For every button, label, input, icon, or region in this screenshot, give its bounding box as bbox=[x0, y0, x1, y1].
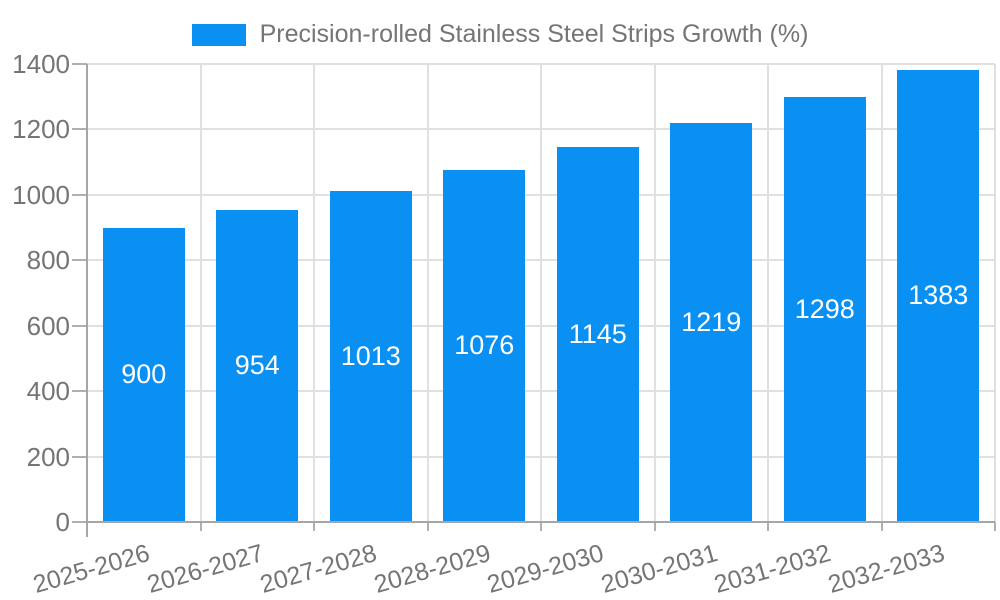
x-axis-category-label: 2029-2030 bbox=[484, 539, 607, 599]
legend-label: Precision-rolled Stainless Steel Strips … bbox=[259, 20, 809, 48]
y-tick bbox=[72, 193, 87, 196]
y-tick bbox=[72, 324, 87, 327]
bar-value-label: 1383 bbox=[908, 280, 969, 311]
x-tick bbox=[313, 522, 315, 531]
bar[interactable]: 1298 bbox=[783, 97, 866, 522]
y-axis-tick-label: 800 bbox=[26, 245, 70, 276]
y-tick bbox=[72, 521, 87, 523]
y-axis-tick-label: 400 bbox=[26, 376, 70, 407]
x-gridline bbox=[767, 64, 769, 522]
bar-value-label: 1145 bbox=[568, 319, 627, 350]
bar[interactable]: 900 bbox=[102, 227, 185, 522]
legend: Precision-rolled Stainless Steel Strips … bbox=[0, 20, 1000, 49]
x-gridline bbox=[426, 64, 429, 522]
x-tick bbox=[540, 522, 542, 531]
x-axis-category-label: 2027-2028 bbox=[257, 539, 380, 599]
x-gridline bbox=[199, 64, 202, 522]
bar-value-label: 1013 bbox=[340, 340, 401, 371]
x-axis-category-label: 2026-2027 bbox=[143, 539, 267, 599]
x-tick bbox=[767, 522, 769, 531]
legend-swatch bbox=[191, 23, 246, 46]
bar[interactable]: 1145 bbox=[556, 147, 639, 522]
bar-value-label: 1219 bbox=[681, 307, 742, 338]
plot-area: 0 200 400 600 800 1000 1200 1400 900 2025-2026 954… bbox=[12, 51, 996, 599]
y-tick bbox=[72, 63, 87, 65]
x-tick bbox=[199, 522, 202, 531]
x-gridline bbox=[880, 64, 883, 522]
x-gridline bbox=[540, 64, 542, 522]
x-gridline bbox=[313, 64, 315, 522]
x-tick bbox=[994, 522, 996, 531]
y-axis-tick-label: 1200 bbox=[12, 114, 70, 145]
y-axis-tick-label: 200 bbox=[26, 441, 70, 472]
y-tick bbox=[72, 390, 87, 393]
bar[interactable]: 1219 bbox=[670, 123, 753, 522]
bar-value-label: 1298 bbox=[794, 294, 855, 325]
x-gridline bbox=[653, 64, 656, 522]
x-tick bbox=[653, 522, 656, 531]
bar[interactable]: 1076 bbox=[443, 169, 526, 522]
y-axis-tick-label: 1000 bbox=[12, 179, 70, 210]
x-axis-category-label: 2028-2029 bbox=[370, 539, 494, 599]
y-tick bbox=[72, 259, 87, 262]
x-axis-category-label: 2031-2032 bbox=[711, 539, 834, 599]
x-gridline bbox=[994, 64, 996, 522]
bar[interactable]: 1383 bbox=[897, 69, 980, 522]
x-axis-category-label: 2030-2031 bbox=[597, 539, 721, 599]
y-tick bbox=[72, 455, 87, 458]
y-axis-tick-label: 600 bbox=[26, 310, 70, 341]
bar[interactable]: 1013 bbox=[329, 190, 412, 522]
x-tick bbox=[880, 522, 883, 531]
y-axis-tick-label: 1400 bbox=[12, 49, 70, 79]
bar-value-label: 1076 bbox=[454, 330, 515, 361]
x-axis-baseline bbox=[87, 521, 995, 523]
y-tick bbox=[72, 128, 87, 131]
x-axis-category-label: 2032-2033 bbox=[824, 539, 948, 599]
bar[interactable]: 954 bbox=[216, 209, 299, 522]
bar-value-label: 954 bbox=[234, 350, 280, 381]
x-tick bbox=[426, 522, 429, 531]
x-axis-category-label: 2025-2026 bbox=[30, 539, 153, 599]
y-axis-tick-label: 0 bbox=[55, 507, 70, 537]
y-axis-line bbox=[86, 64, 88, 537]
bar-value-label: 900 bbox=[121, 359, 167, 390]
